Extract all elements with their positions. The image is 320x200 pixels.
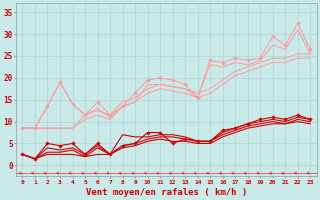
X-axis label: Vent moyen/en rafales ( km/h ): Vent moyen/en rafales ( km/h ) xyxy=(86,188,247,197)
